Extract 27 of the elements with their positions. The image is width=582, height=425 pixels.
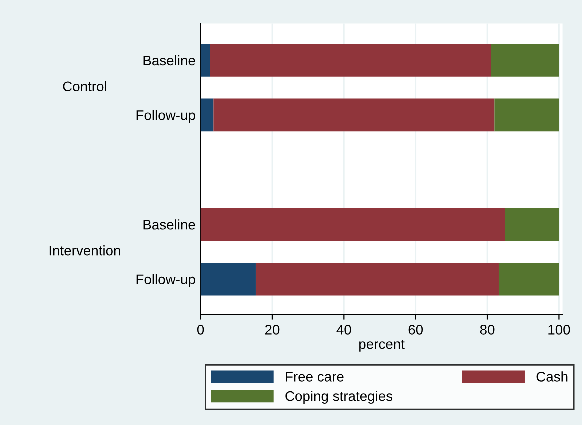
legend-label: Cash <box>536 372 568 382</box>
bar <box>200 98 214 132</box>
bar <box>210 44 492 77</box>
y-tick-label: Follow-up <box>136 274 196 288</box>
y-tick-label: Baseline <box>144 220 196 230</box>
bar <box>494 98 560 132</box>
bar <box>214 98 495 132</box>
x-tick-label: 100 <box>548 325 570 335</box>
bar <box>498 262 560 296</box>
bar <box>200 262 256 296</box>
text: Intervention <box>50 246 120 256</box>
x-tick-label: 0 <box>197 325 204 335</box>
x-tick-label: 20 <box>265 325 280 335</box>
y-tick-label: Follow-up <box>136 110 196 124</box>
x-tick-label: 40 <box>336 325 352 335</box>
x-tick-label: 60 <box>408 325 424 335</box>
bar <box>200 44 210 77</box>
text: Control <box>63 81 106 92</box>
bar <box>256 262 499 296</box>
legend-label: Free care <box>286 372 344 382</box>
x-axis-title: percent <box>360 340 405 352</box>
x-tick-label: 80 <box>480 325 495 335</box>
bar <box>200 208 506 242</box>
legend-label: Coping strategies <box>286 391 393 404</box>
y-tick-label: Baseline <box>144 55 196 66</box>
bar <box>491 44 560 77</box>
bar <box>505 208 560 242</box>
